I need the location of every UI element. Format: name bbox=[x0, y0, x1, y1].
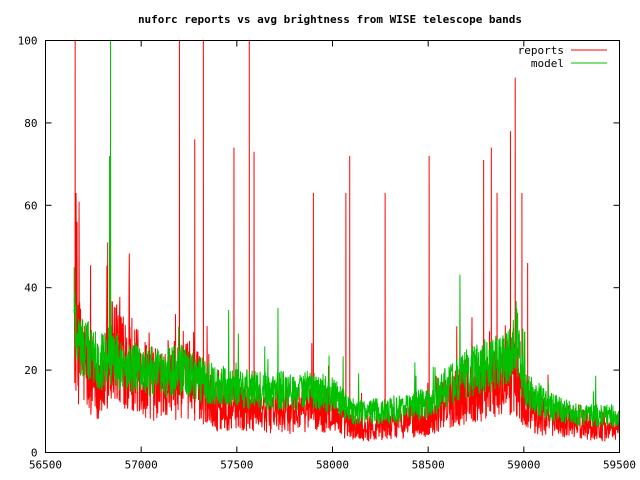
x-tick-label: 57000 bbox=[125, 459, 158, 472]
x-tick-label: 58000 bbox=[316, 459, 349, 472]
series-line-reports bbox=[73, 40, 620, 442]
y-tick-label: 20 bbox=[24, 364, 37, 377]
x-tick-label: 59000 bbox=[507, 459, 540, 472]
y-axis: 0 20 40 60 80 100 bbox=[18, 35, 620, 460]
y-tick-label: 40 bbox=[24, 282, 37, 295]
y-tick-label: 100 bbox=[18, 35, 38, 48]
y-tick-label: 80 bbox=[24, 117, 37, 130]
y-tick-label: 60 bbox=[24, 199, 37, 212]
x-tick-label: 58500 bbox=[412, 459, 445, 472]
legend: reports model bbox=[518, 44, 607, 70]
legend-label-model: model bbox=[531, 57, 564, 70]
x-tick-label: 56500 bbox=[29, 459, 62, 472]
plot-frame bbox=[45, 40, 620, 453]
y-tick-label: 0 bbox=[31, 447, 38, 460]
legend-label-reports: reports bbox=[518, 44, 564, 57]
x-tick-label: 57500 bbox=[220, 459, 253, 472]
chart-title: nuforc reports vs avg brightness from WI… bbox=[138, 13, 522, 26]
x-axis: 56500 57000 57500 58000 58500 59000 59500 bbox=[29, 40, 636, 472]
plot-series bbox=[73, 40, 620, 442]
series-line-model bbox=[73, 40, 620, 428]
x-tick-label: 59500 bbox=[603, 459, 636, 472]
